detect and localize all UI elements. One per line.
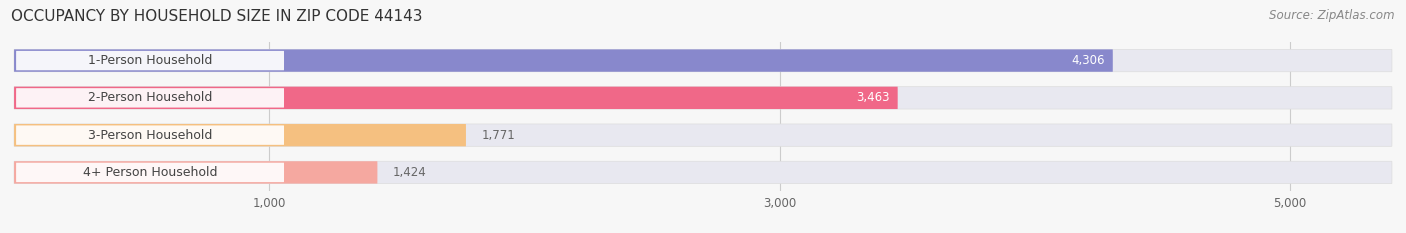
- Text: OCCUPANCY BY HOUSEHOLD SIZE IN ZIP CODE 44143: OCCUPANCY BY HOUSEHOLD SIZE IN ZIP CODE …: [11, 9, 423, 24]
- FancyBboxPatch shape: [14, 124, 1392, 146]
- FancyBboxPatch shape: [15, 88, 284, 108]
- FancyBboxPatch shape: [14, 124, 465, 146]
- Text: 3,463: 3,463: [856, 91, 890, 104]
- Text: 1,424: 1,424: [392, 166, 426, 179]
- Text: 1,771: 1,771: [481, 129, 515, 142]
- Text: Source: ZipAtlas.com: Source: ZipAtlas.com: [1270, 9, 1395, 22]
- Text: 4,306: 4,306: [1071, 54, 1105, 67]
- FancyBboxPatch shape: [14, 87, 1392, 109]
- FancyBboxPatch shape: [14, 49, 1112, 72]
- Text: 3-Person Household: 3-Person Household: [87, 129, 212, 142]
- FancyBboxPatch shape: [14, 161, 377, 184]
- FancyBboxPatch shape: [15, 51, 284, 70]
- Text: 4+ Person Household: 4+ Person Household: [83, 166, 218, 179]
- Text: 1-Person Household: 1-Person Household: [87, 54, 212, 67]
- FancyBboxPatch shape: [14, 161, 1392, 184]
- FancyBboxPatch shape: [15, 163, 284, 182]
- FancyBboxPatch shape: [14, 49, 1392, 72]
- FancyBboxPatch shape: [14, 87, 897, 109]
- FancyBboxPatch shape: [15, 125, 284, 145]
- Text: 2-Person Household: 2-Person Household: [87, 91, 212, 104]
